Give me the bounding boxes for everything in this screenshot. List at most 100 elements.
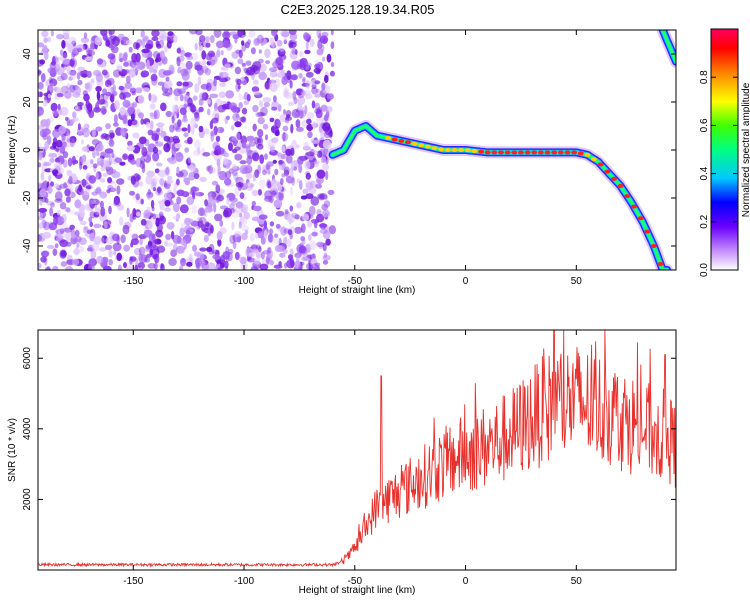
spectrogram-noise-cell [140, 70, 150, 78]
spectrogram-noise-cell [70, 70, 77, 81]
spectrogram-noise-cell [240, 206, 247, 214]
spectrogram-noise-cell [186, 229, 193, 239]
spectrogram-hot-spot [630, 204, 637, 209]
spectrogram-noise-cell [237, 58, 244, 65]
spectrogram-noise-cell [192, 95, 198, 101]
spectrogram-noise-cell [211, 180, 218, 186]
spectrogram-noise-cell [154, 168, 160, 174]
spectrogram-noise-cell [201, 60, 207, 66]
spectrogram-noise-cell [165, 76, 170, 82]
spectrogram-noise-cell [100, 206, 106, 217]
spectrogram-noise-cell [123, 262, 127, 268]
spectrogram-noise-cell [71, 47, 78, 54]
spectrogram-noise-cell [109, 132, 115, 139]
spectrogram-noise-cell [171, 110, 177, 116]
spectrogram-noise-cell [327, 189, 335, 195]
spectrogram-noise-cell [324, 74, 329, 84]
spectrogram-noise-cell [262, 250, 271, 255]
spectrogram-noise-cell [38, 222, 43, 230]
spectrogram-noise-cell [211, 117, 219, 124]
spectrogram-noise-cell [49, 207, 53, 217]
spectrogram-noise-cell [167, 175, 173, 181]
spectrogram-noise-cell [190, 186, 200, 192]
spectrogram-noise-cell [105, 237, 115, 245]
spectrogram-noise-cell [49, 115, 54, 123]
spectrogram-noise-cell [110, 93, 115, 103]
spectrogram-noise-cell [56, 56, 65, 61]
spectrogram-noise-cell [253, 38, 261, 46]
spectrogram-noise-cell [229, 234, 236, 244]
spectrogram-noise-cell [177, 68, 181, 74]
spectrogram-hot-spot [604, 169, 611, 174]
spectrogram-noise-cell [271, 106, 278, 111]
spectrogram-noise-cell [231, 221, 235, 230]
spectrogram-noise-cell [250, 47, 256, 55]
spectrogram-noise-cell [129, 256, 133, 265]
spectrogram-noise-cell [65, 241, 72, 247]
spectrogram-noise-cell [323, 131, 331, 139]
spectrogram-noise-cell [273, 264, 283, 269]
spectrogram-noise-cell [72, 111, 77, 119]
spectrogram-noise-cell [235, 201, 244, 209]
spectrogram-noise-cell [306, 123, 314, 132]
spectrogram-noise-cell [316, 107, 323, 115]
spectrogram-noise-cell [123, 61, 129, 67]
spectrogram-noise-cell [275, 56, 283, 66]
spectrogram-noise-cell [286, 214, 296, 224]
spectrogram-noise-cell [199, 247, 207, 252]
spectrogram-noise-cell [176, 56, 181, 67]
spectrogram-noise-cell [140, 198, 144, 205]
spectrogram-noise-cell [95, 186, 102, 195]
spectrogram-noise-cell [49, 78, 58, 87]
spectrogram-noise-cell [96, 157, 104, 165]
spectrogram-noise-cell [40, 256, 47, 263]
snr-y-axis-label: SNR (10 * v/v) [7, 418, 18, 482]
spectrogram-noise-cell [218, 91, 226, 99]
spectrogram-noise-cell [271, 30, 277, 37]
spectrogram-noise-cell [330, 62, 335, 67]
spectrogram-noise-cell [133, 247, 142, 256]
spectrogram-noise-cell [38, 162, 42, 168]
spectrogram-noise-cell [282, 145, 286, 153]
spectrogram-noise-cell [277, 69, 286, 79]
spectrogram-noise-cell [215, 135, 221, 142]
spectrogram-noise-cell [62, 221, 68, 231]
spectrogram-noise-cell [77, 66, 86, 72]
spectrogram-hot-spot [478, 149, 485, 154]
spectrogram-hot-spot [418, 143, 425, 148]
spectrogram-noise-cell [189, 53, 199, 61]
spectrogram-noise-cell [299, 60, 307, 71]
spectrogram-noise-cell [258, 214, 268, 220]
spectrogram-noise-cell [239, 216, 245, 224]
spectrogram-noise-cell [52, 248, 58, 256]
spectrogram-noise-cell [231, 210, 240, 218]
spectrogram-noise-cell [193, 251, 201, 257]
spectrogram-noise-cell [83, 93, 90, 102]
spectrogram-noise-cell [140, 118, 145, 125]
spectrogram-noise-cell [229, 197, 238, 203]
spectrogram-noise-cell [67, 43, 74, 53]
spectrogram-noise-cell [175, 152, 184, 162]
spectrogram-noise-cell [265, 60, 270, 65]
spectrogram-noise-cell [234, 153, 243, 161]
spectrogram-noise-cell [291, 60, 300, 70]
spectrogram-noise-cell [164, 167, 170, 175]
spectrogram-noise-cell [278, 159, 284, 165]
spectrogram-noise-cell [215, 40, 225, 49]
spectrogram-noise-cell [108, 259, 113, 266]
spectrogram-noise-cell [311, 231, 318, 237]
spectrogram-hot-spot [611, 176, 617, 181]
spectrogram-noise-cell [54, 198, 63, 203]
spectrogram-noise-cell [43, 221, 50, 231]
spectrogram-noise-cell [274, 168, 279, 176]
spectrogram-noise-cell [164, 200, 171, 207]
spectrogram-noise-cell [194, 112, 200, 122]
spectrogram-hot-spot [557, 150, 564, 155]
spectrogram-noise-cell [252, 104, 259, 113]
spectrogram-noise-cell [262, 38, 268, 45]
spectrogram-noise-cell [188, 253, 193, 262]
x-tick-label: -100 [234, 576, 254, 587]
spectrogram-noise-cell [103, 153, 111, 158]
spectrogram-noise-cell [66, 207, 71, 213]
spectrogram-noise-cell [38, 81, 44, 90]
